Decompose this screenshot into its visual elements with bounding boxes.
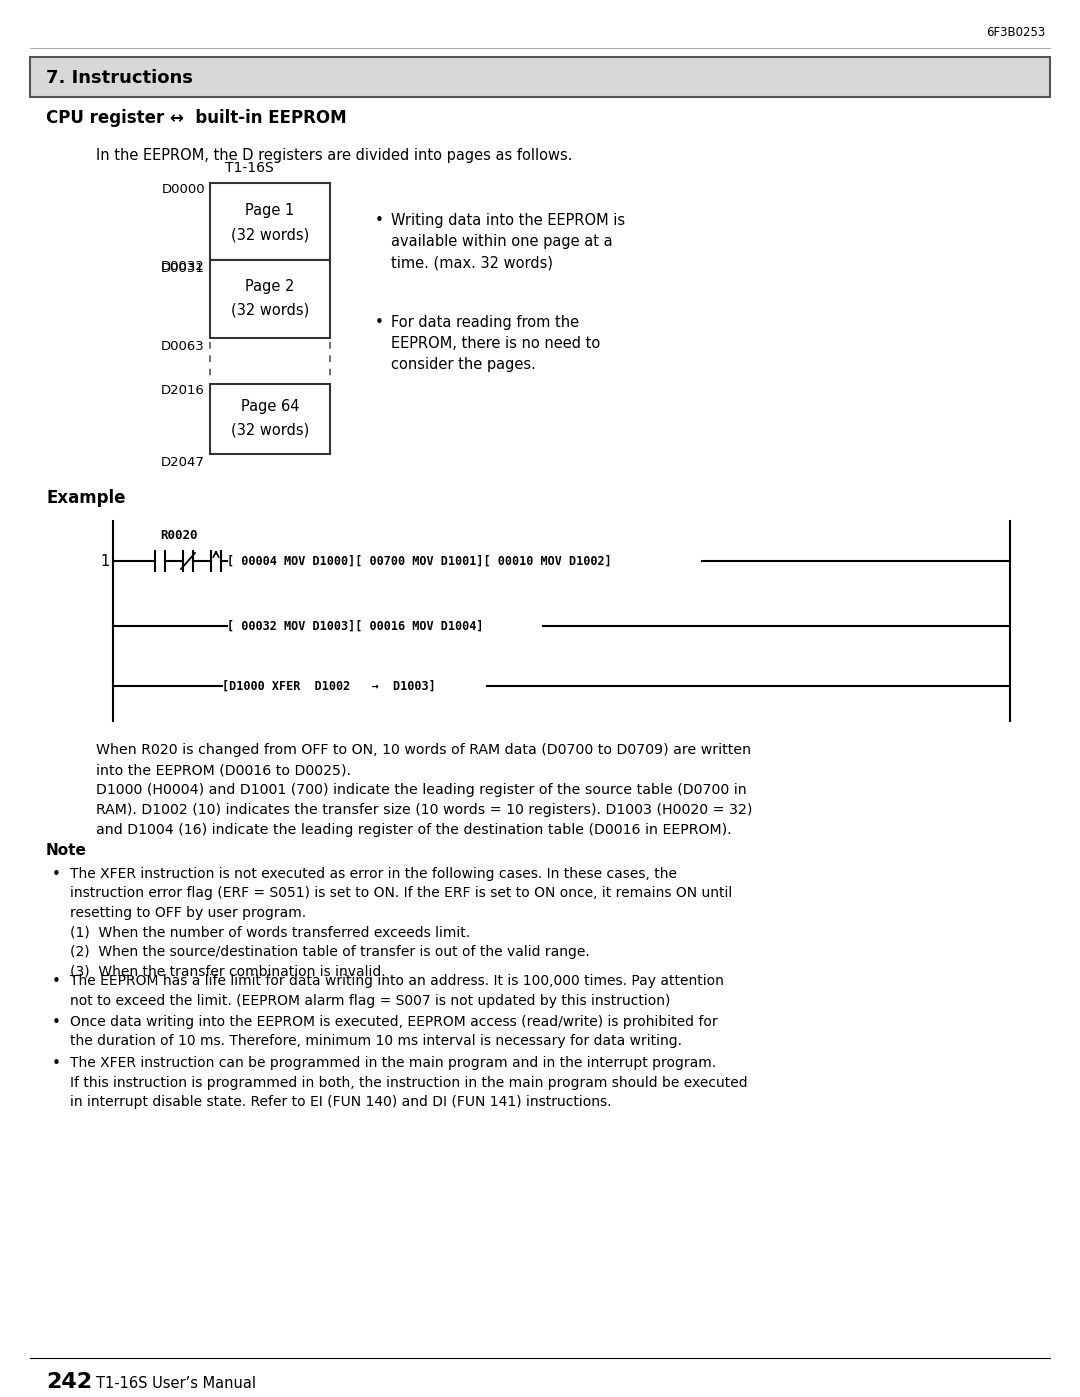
Text: D0063: D0063 bbox=[161, 339, 205, 353]
Text: The XFER instruction can be programmed in the main program and in the interrupt : The XFER instruction can be programmed i… bbox=[70, 1056, 747, 1109]
Text: Once data writing into the EEPROM is executed, EEPROM access (read/write) is pro: Once data writing into the EEPROM is exe… bbox=[70, 1016, 717, 1049]
Text: 1: 1 bbox=[100, 553, 109, 569]
Text: 7. Instructions: 7. Instructions bbox=[46, 68, 193, 87]
Text: •: • bbox=[52, 1016, 60, 1030]
Text: [ 00032 MOV D1003][ 00016 MOV D1004]: [ 00032 MOV D1003][ 00016 MOV D1004] bbox=[227, 619, 484, 633]
Text: When R020 is changed from OFF to ON, 10 words of RAM data (D0700 to D0709) are w: When R020 is changed from OFF to ON, 10 … bbox=[96, 743, 753, 837]
Text: Page 2: Page 2 bbox=[245, 278, 295, 293]
Text: T1-16S: T1-16S bbox=[225, 161, 273, 175]
Text: Writing data into the EEPROM is
available within one page at a
time. (max. 32 wo: Writing data into the EEPROM is availabl… bbox=[391, 212, 625, 270]
Text: The XFER instruction is not executed as error in the following cases. In these c: The XFER instruction is not executed as … bbox=[70, 868, 732, 978]
Text: •: • bbox=[52, 974, 60, 989]
Text: •: • bbox=[52, 868, 60, 882]
Text: In the EEPROM, the D registers are divided into pages as follows.: In the EEPROM, the D registers are divid… bbox=[96, 148, 572, 163]
Bar bbox=[30, 57, 1050, 96]
Text: Note: Note bbox=[46, 842, 86, 858]
Text: For data reading from the
EEPROM, there is no need to
consider the pages.: For data reading from the EEPROM, there … bbox=[391, 314, 600, 372]
Text: (32 words): (32 words) bbox=[231, 228, 309, 243]
Text: D0032: D0032 bbox=[161, 260, 205, 272]
Bar bbox=[210, 183, 330, 260]
Bar bbox=[210, 384, 330, 454]
Text: Example: Example bbox=[46, 489, 125, 507]
Text: [ 00004 MOV D1000][ 00700 MOV D1001][ 00010 MOV D1002]: [ 00004 MOV D1000][ 00700 MOV D1001][ 00… bbox=[227, 555, 611, 567]
Text: [D1000 XFER  D1002   →  D1003]: [D1000 XFER D1002 → D1003] bbox=[222, 679, 435, 693]
Text: The EEPROM has a life limit for data writing into an address. It is 100,000 time: The EEPROM has a life limit for data wri… bbox=[70, 974, 724, 1007]
Text: T1-16S User’s Manual: T1-16S User’s Manual bbox=[96, 1376, 256, 1391]
Text: CPU register ↔  built-in EEPROM: CPU register ↔ built-in EEPROM bbox=[46, 109, 347, 127]
Text: •: • bbox=[375, 314, 383, 330]
Text: D0031: D0031 bbox=[161, 263, 205, 275]
Text: R0020: R0020 bbox=[160, 529, 198, 542]
Text: Page 64: Page 64 bbox=[241, 398, 299, 414]
Text: D2047: D2047 bbox=[161, 455, 205, 469]
Bar bbox=[210, 260, 330, 338]
Text: D2016: D2016 bbox=[161, 384, 205, 397]
Text: •: • bbox=[375, 212, 383, 228]
Text: 242: 242 bbox=[46, 1372, 92, 1391]
Text: Page 1: Page 1 bbox=[245, 204, 295, 218]
Text: 6F3B0253: 6F3B0253 bbox=[986, 25, 1045, 39]
Text: (32 words): (32 words) bbox=[231, 303, 309, 317]
Text: D0000: D0000 bbox=[161, 183, 205, 196]
Text: •: • bbox=[52, 1056, 60, 1071]
Text: (32 words): (32 words) bbox=[231, 422, 309, 437]
